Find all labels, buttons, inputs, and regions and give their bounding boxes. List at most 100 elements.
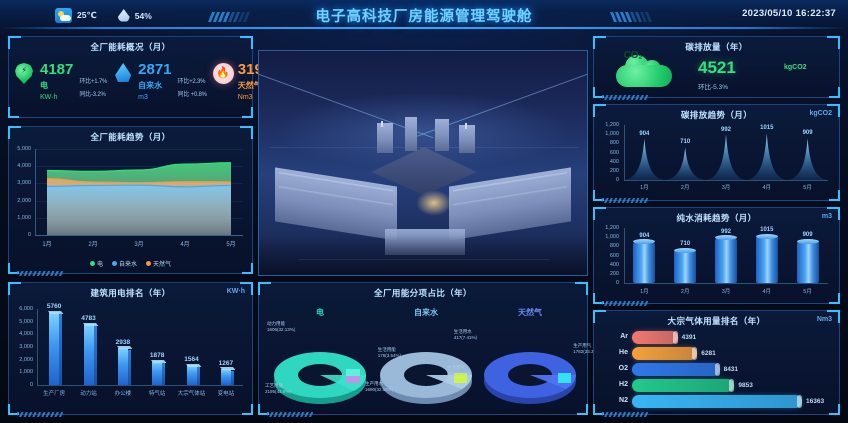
gas-name: Ar (620, 333, 628, 340)
factory-aerial-photo (258, 50, 588, 276)
building-power-unit: KW·h (226, 288, 245, 295)
gas-row[interactable]: O2 8431 (608, 363, 828, 376)
donut-label-1: 生活用气 880(16.6%) (447, 365, 471, 376)
carbon-trend-panel: 碳排放趋势（月） kgCO2 0 200 400 600 800 1,000 1,200 90… (593, 104, 840, 203)
bar-top (48, 310, 64, 314)
gas-row[interactable]: He 6281 (608, 347, 828, 360)
bar-side (230, 370, 234, 385)
energy-breakdown-title: 全厂用能分项占比（年） (374, 288, 472, 298)
bar-side (59, 314, 63, 385)
bar-category: 生产厂房 (43, 391, 66, 397)
bar-category: 办公楼 (114, 391, 132, 397)
building-power-rank-chart[interactable]: 0 1,000 2,000 3,000 4,000 5,000 6,000 5760 生产厂房 4… (9, 283, 252, 414)
humidity-item: 54% (118, 8, 152, 23)
gas-bar-cap (672, 331, 678, 344)
spike-value: 992 (720, 126, 731, 133)
carbon-value: 4521 (698, 58, 736, 77)
bar[interactable] (152, 361, 163, 385)
gas-usage-rank-chart[interactable]: Ar 4391 He 6281 O2 8431 H2 9853 N2 16363 (594, 311, 839, 414)
bar-side (127, 349, 131, 385)
cylinder-bar[interactable] (755, 236, 778, 283)
donut-electricity[interactable]: 电 动力用能 1606(32.13%) 生活用能 176(3.54%) 工艺用能 21… (265, 307, 401, 412)
bar-value: 4783 (81, 315, 96, 323)
donut-electricity-shape (274, 352, 367, 404)
donut-title: 自来水 (414, 308, 438, 317)
cylinder-value: 904 (639, 232, 650, 239)
carbon-emission-title: 碳排放量（年） (685, 42, 748, 52)
kpi-unit: m3 (138, 94, 148, 101)
header-bar: 25℃ 54% 电子高科技厂房能源管理驾驶舱 2023/05/10 16:22:… (0, 0, 848, 34)
legend-label: 电 (96, 262, 103, 268)
kpi-label: 电 (40, 81, 48, 90)
spike-value: 1015 (760, 125, 774, 132)
legend-label: 自来水 (118, 262, 137, 268)
cylinder-bar[interactable] (674, 250, 697, 283)
cylinder-bar[interactable] (796, 241, 819, 283)
bar-category: 特气站 (148, 391, 166, 397)
kpi-yoy: 同比 +0.8% (177, 92, 207, 98)
donut-label-0: 生产用气 1762(33.3%) (573, 343, 599, 354)
energy-trend-chart[interactable]: 0 1,000 2,000 3,000 4,000 5,000 1月 2月 3月 4月 5月 (9, 127, 252, 273)
gas-bar[interactable] (632, 379, 735, 392)
gas-bar[interactable] (632, 395, 802, 408)
carbon-emission-panel: 碳排放量（年） CO₂ 4521 kgCO2 环比-5.3% (593, 36, 840, 100)
cylinder-value: 710 (680, 241, 691, 248)
donut-title: 电 (316, 308, 324, 317)
gas-bar[interactable] (632, 363, 720, 376)
kpi-electricity[interactable]: 4187 电 KW·h 环比+1.7% 同比-3.2% (9, 62, 108, 101)
partly-cloudy-icon (55, 8, 72, 23)
spike-value: 909 (802, 130, 813, 137)
cylinder-bar[interactable] (715, 237, 737, 283)
cylinder-category: 4月 (762, 289, 772, 295)
kpi-mom: 环比+1.7% (79, 79, 108, 85)
gas-row[interactable]: H2 9853 (608, 379, 828, 392)
carbon-mom: 环比-5.3% (698, 84, 728, 91)
bar[interactable] (220, 368, 231, 385)
temperature-value: 25℃ (77, 10, 97, 20)
temperature-item: 25℃ (55, 8, 97, 23)
gas-row[interactable]: N2 16363 (608, 395, 828, 408)
carbon-trend-unit: kgCO2 (809, 110, 832, 117)
cylinder-top (796, 238, 819, 244)
spike-category: 5月 (803, 185, 812, 191)
spike-category: 2月 (680, 185, 690, 191)
legend-dot (111, 261, 117, 266)
energy-overview-title: 全厂能耗概况（月） (90, 42, 171, 52)
donut-water[interactable]: 自来水 生活用水 417(7.41%) 生产用水 1690(32.59%) (365, 307, 481, 412)
donut-label-0: 生活用水 417(7.41%) (453, 329, 477, 340)
water-trend-chart[interactable]: 0 200 400 600 800 1,000 1,200 904 1月 710 2月 992 3月 10… (594, 208, 839, 303)
cylinder-bar[interactable] (633, 241, 656, 283)
kpi-row: 4187 电 KW·h 环比+1.7% 同比-3.2% 2871 自来水 (9, 62, 305, 101)
carbon-trend-chart[interactable]: 0 200 400 600 800 1,000 1,200 904 1月 710 2月 992 3月 10… (594, 105, 839, 200)
bar[interactable] (83, 324, 94, 385)
gas-value: 4391 (681, 334, 697, 341)
donut-label-1: 生产用水 1690(32.59%) (365, 381, 394, 392)
gas-bar[interactable] (632, 347, 698, 360)
cylinder-category: 3月 (721, 289, 731, 295)
bar-side (162, 363, 166, 385)
gas-row[interactable]: Ar 4391 (608, 331, 828, 344)
spike-category: 4月 (762, 185, 772, 191)
gas-bar[interactable] (632, 331, 678, 344)
bar-top (116, 346, 132, 349)
legend-dot (89, 261, 95, 266)
spike-category: 3月 (721, 185, 731, 191)
bar[interactable] (49, 312, 60, 385)
energy-trend-legend: 电 自来水 天然气 (9, 259, 252, 268)
water-trend-title: 纯水消耗趋势（月） (676, 213, 757, 223)
flame-icon: 🔥 (212, 63, 235, 89)
water-trend-unit: m3 (821, 213, 832, 220)
bar-category: 动力站 (80, 391, 97, 397)
co2-cloud-icon (616, 55, 672, 87)
legend-item-自来水: 自来水 (111, 259, 137, 268)
kpi-water[interactable]: 2871 自来水 m3 环比+2.3% 同比 +0.8% (107, 62, 207, 101)
spike-category: 1月 (640, 185, 649, 191)
legend-item-天然气: 天然气 (146, 259, 171, 268)
gas-name: He (619, 349, 628, 356)
donut-gas[interactable]: 天然气 生产用气 1762(33.3%) 生活用气 880(16.6%) (447, 307, 599, 412)
gas-name: N2 (619, 397, 628, 404)
gas-value: 8431 (723, 366, 739, 373)
carbon-spikes[interactable] (594, 105, 841, 202)
bar[interactable] (117, 347, 128, 385)
bar[interactable] (186, 365, 197, 385)
